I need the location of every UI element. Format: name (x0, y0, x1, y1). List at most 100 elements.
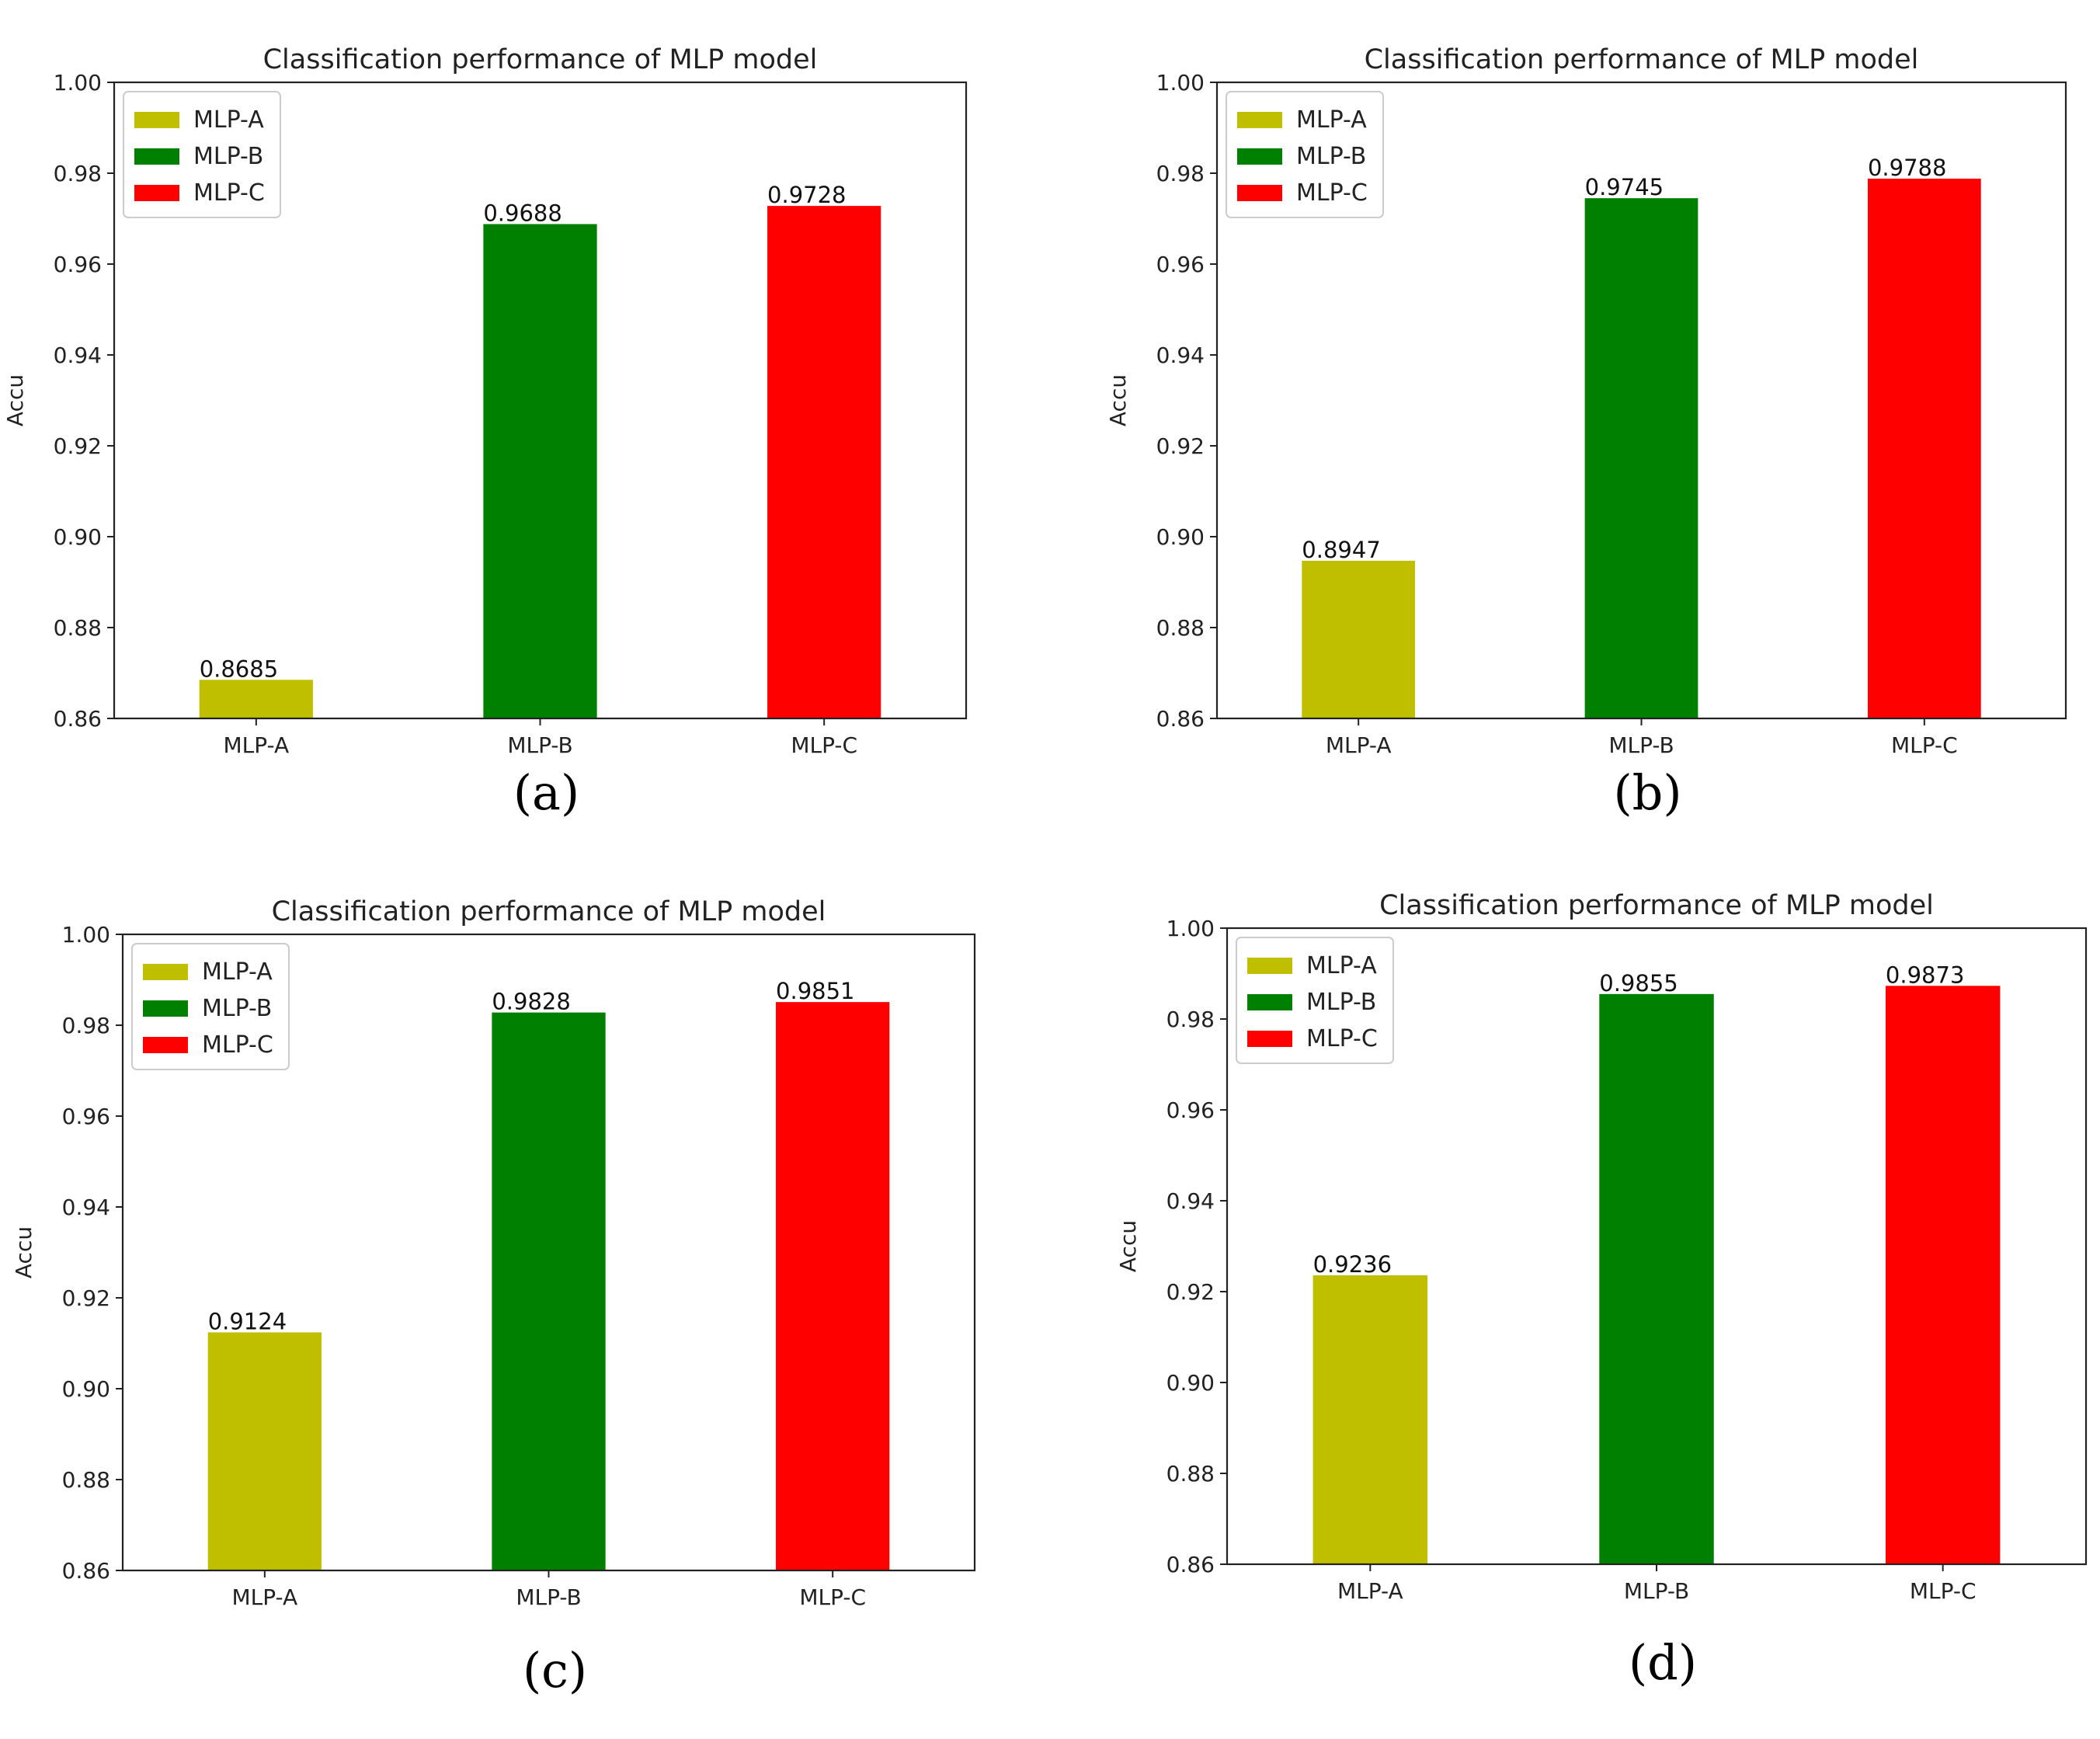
chart-title: Classification performance of MLP model (272, 896, 826, 927)
bar-mlp-c (767, 206, 881, 718)
bar-value-label: 0.9745 (1585, 174, 1664, 200)
y-tick-label: 0.92 (1166, 1279, 1215, 1305)
bar-mlp-a (1312, 1275, 1428, 1564)
x-tick-label: MLP-B (1624, 1578, 1689, 1604)
y-tick-label: 0.98 (1156, 161, 1205, 186)
bar-value-label: 0.9855 (1599, 970, 1678, 996)
x-tick-label: MLP-A (1337, 1578, 1403, 1604)
legend-swatch-mlp-a (1247, 958, 1292, 974)
y-tick-label: 1.00 (62, 922, 110, 948)
x-tick-label: MLP-A (231, 1584, 297, 1610)
x-tick-label: MLP-A (1326, 732, 1392, 758)
panel-caption: (d) (1629, 1634, 1697, 1691)
panel-caption: (a) (513, 764, 579, 821)
legend-entry: MLP-C (1306, 1025, 1378, 1052)
legend-swatch-mlp-c (143, 1037, 188, 1053)
bar-mlp-a (199, 680, 313, 718)
chart-panel-c: Classification performance of MLP model 0… (11, 896, 976, 1699)
chart-panel-d: Classification performance of MLP model 0… (1115, 890, 2088, 1691)
y-tick-label: 0.88 (1156, 615, 1205, 641)
chart-legend: MLP-A MLP-B MLP-C (131, 943, 290, 1070)
legend-swatch-mlp-c (1247, 1031, 1292, 1047)
y-tick-label: 0.96 (62, 1104, 110, 1129)
x-tick-label: MLP-B (1608, 732, 1674, 758)
y-tick-label: 0.94 (1166, 1188, 1215, 1214)
bar-value-label: 0.9728 (767, 182, 846, 208)
y-tick-label: 0.92 (62, 1285, 110, 1311)
plot-frame (1226, 927, 2088, 1566)
legend-swatch-mlp-b (134, 148, 179, 165)
bar-value-label: 0.9788 (1868, 155, 1946, 181)
bar-value-label: 0.9236 (1313, 1251, 1392, 1278)
y-tick-label: 0.92 (1156, 433, 1205, 459)
legend-entry: MLP-B (202, 995, 272, 1022)
y-tick-label: 0.88 (62, 1467, 110, 1493)
y-tick-label: 0.96 (54, 252, 102, 277)
x-tick-label: MLP-A (223, 732, 289, 758)
panel-caption: (c) (523, 1642, 587, 1699)
bar-mlp-a (207, 1332, 322, 1570)
chart-legend: MLP-A MLP-B MLP-C (123, 91, 281, 218)
legend-entry: MLP-A (1296, 106, 1367, 134)
x-tick-label: MLP-C (1910, 1578, 1977, 1604)
bar-value-label: 0.9828 (492, 989, 570, 1015)
legend-swatch-mlp-a (1237, 112, 1282, 128)
y-tick-label: 0.94 (1156, 343, 1205, 368)
bar-mlp-b (492, 1012, 606, 1570)
legend-swatch-mlp-a (134, 112, 179, 128)
y-axis-label: Accu (1115, 1220, 1141, 1272)
y-tick-label: 0.94 (62, 1195, 110, 1220)
bar-value-label: 0.9873 (1886, 962, 1964, 988)
legend-entry: MLP-B (1306, 989, 1376, 1016)
y-tick-label: 0.94 (54, 343, 102, 368)
bar-value-label: 0.9851 (776, 978, 854, 1004)
y-tick-label: 0.98 (1166, 1007, 1215, 1032)
bar-mlp-b (1599, 993, 1714, 1564)
bar-value-label: 0.8685 (200, 656, 278, 682)
y-tick-label: 0.92 (54, 433, 102, 459)
x-tick-label: MLP-C (1891, 732, 1958, 758)
y-tick-label: 0.86 (54, 706, 102, 732)
legend-entry: MLP-C (193, 179, 265, 207)
y-tick-label: 1.00 (1156, 70, 1205, 96)
y-axis-label: Accu (11, 1226, 37, 1278)
y-tick-label: 0.86 (1166, 1552, 1215, 1577)
bar-mlp-a (1302, 561, 1416, 718)
y-tick-label: 1.00 (54, 70, 102, 96)
y-tick-label: 0.86 (1156, 706, 1205, 732)
x-tick-label: MLP-C (791, 732, 857, 758)
y-tick-label: 0.90 (54, 524, 102, 550)
x-tick-label: MLP-B (516, 1584, 581, 1610)
y-tick-label: 0.96 (1156, 252, 1205, 277)
y-tick-label: 1.00 (1166, 916, 1215, 941)
x-tick-label: MLP-C (799, 1584, 866, 1610)
bar-value-label: 0.8947 (1302, 537, 1380, 563)
y-tick-label: 0.90 (62, 1376, 110, 1402)
bar-mlp-b (483, 224, 597, 718)
legend-swatch-mlp-a (143, 964, 188, 980)
chart-title: Classification performance of MLP model (1379, 890, 1934, 921)
y-tick-label: 0.88 (54, 615, 102, 641)
chart-panel-a: Classification performance of MLP model 0… (2, 44, 968, 821)
plot-frame (121, 933, 976, 1572)
x-tick-label: MLP-B (507, 732, 572, 758)
bar-value-label: 0.9688 (483, 200, 562, 227)
y-axis-label: Accu (2, 374, 28, 426)
legend-swatch-mlp-c (1237, 185, 1282, 201)
chart-legend: MLP-A MLP-B MLP-C (1226, 91, 1384, 218)
bar-mlp-b (1584, 198, 1698, 719)
y-tick-label: 0.86 (62, 1558, 110, 1584)
legend-entry: MLP-C (1296, 179, 1368, 207)
chart-legend: MLP-A MLP-B MLP-C (1236, 937, 1394, 1064)
legend-swatch-mlp-b (1247, 994, 1292, 1010)
panel-caption: (b) (1613, 764, 1681, 821)
legend-entry: MLP-C (202, 1031, 273, 1059)
y-tick-label: 0.88 (1166, 1461, 1215, 1487)
legend-entry: MLP-A (1306, 952, 1377, 979)
legend-swatch-mlp-c (134, 185, 179, 201)
plot-frame (1215, 81, 2067, 720)
legend-swatch-mlp-b (1237, 148, 1282, 165)
y-tick-label: 0.90 (1166, 1370, 1215, 1396)
